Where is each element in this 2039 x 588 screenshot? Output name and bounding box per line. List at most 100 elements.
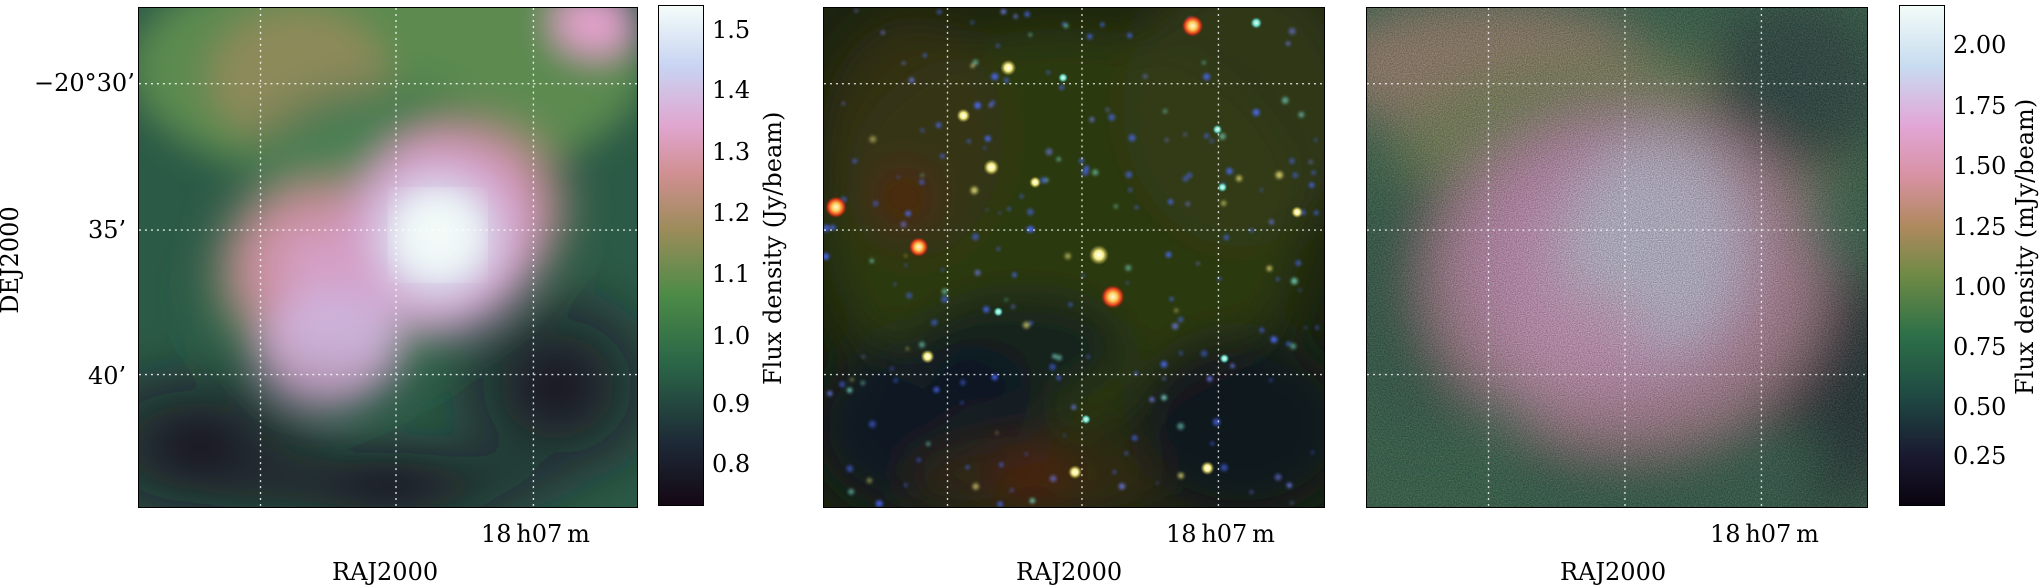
star bbox=[920, 128, 925, 133]
star bbox=[1171, 322, 1179, 330]
star bbox=[1209, 139, 1214, 143]
star bbox=[1108, 113, 1116, 121]
star bbox=[1071, 404, 1077, 410]
star bbox=[1019, 194, 1024, 199]
star bbox=[960, 401, 964, 404]
star bbox=[996, 247, 1001, 251]
star bbox=[847, 387, 853, 393]
star bbox=[1160, 361, 1168, 368]
star bbox=[1291, 277, 1298, 285]
star bbox=[1128, 187, 1133, 193]
star bbox=[1275, 171, 1283, 179]
star bbox=[1086, 355, 1090, 359]
star bbox=[1029, 321, 1033, 325]
bright-star bbox=[920, 349, 935, 364]
star bbox=[923, 53, 927, 58]
star bbox=[933, 386, 940, 393]
star bbox=[1203, 73, 1210, 81]
star bbox=[970, 63, 975, 68]
star bbox=[1179, 351, 1183, 355]
star bbox=[1270, 336, 1278, 343]
star bbox=[1049, 475, 1057, 482]
colorbar-right-tick-label: 1.50 bbox=[1953, 152, 2007, 180]
star bbox=[985, 208, 989, 212]
star bbox=[1174, 308, 1178, 313]
star bbox=[1011, 304, 1016, 309]
ra-axis-label: RAJ2000 bbox=[332, 558, 439, 586]
star bbox=[1314, 210, 1319, 215]
star bbox=[1221, 200, 1227, 206]
star bbox=[1007, 207, 1011, 211]
star bbox=[1252, 108, 1260, 116]
star bbox=[995, 431, 999, 435]
star bbox=[919, 341, 925, 348]
bright-star bbox=[1058, 72, 1069, 83]
colorbar-left-tick-label: 1.2 bbox=[712, 199, 751, 227]
star bbox=[970, 20, 974, 25]
radio-map-panel-right bbox=[1366, 7, 1868, 508]
star bbox=[1125, 281, 1129, 285]
star bbox=[1223, 234, 1229, 241]
star bbox=[860, 380, 866, 386]
star bbox=[970, 186, 978, 194]
star bbox=[1125, 264, 1132, 271]
radio-map-image-high-res bbox=[1367, 8, 1867, 507]
star bbox=[1309, 182, 1315, 188]
bright-star bbox=[1088, 245, 1109, 265]
star bbox=[1012, 272, 1017, 278]
dec-tick-label: 40’ bbox=[88, 362, 127, 390]
star bbox=[904, 263, 908, 267]
star bbox=[919, 179, 925, 185]
star bbox=[1027, 226, 1034, 233]
dec-axis-label: DEJ2000 bbox=[0, 206, 24, 314]
star bbox=[940, 153, 945, 159]
star bbox=[935, 122, 942, 128]
star bbox=[1286, 482, 1292, 488]
star bbox=[901, 61, 906, 65]
star bbox=[1269, 378, 1273, 382]
bright-star bbox=[956, 108, 971, 123]
star bbox=[941, 268, 945, 272]
star bbox=[972, 483, 979, 490]
star bbox=[1276, 277, 1280, 281]
star bbox=[1010, 488, 1014, 493]
star bbox=[1063, 434, 1066, 437]
colorbar-right-tick-label: 1.75 bbox=[1953, 92, 2007, 120]
star bbox=[1092, 169, 1099, 176]
star bbox=[1100, 22, 1105, 27]
star bbox=[999, 462, 1004, 467]
star bbox=[931, 319, 938, 326]
star bbox=[1127, 33, 1133, 38]
star bbox=[846, 465, 854, 472]
star bbox=[1113, 204, 1118, 209]
star bbox=[1295, 260, 1302, 266]
star bbox=[1226, 167, 1233, 175]
star bbox=[1156, 482, 1159, 485]
star bbox=[1052, 354, 1057, 359]
colorbar-left-tick-label: 1.4 bbox=[712, 76, 751, 104]
radio-map-image bbox=[139, 8, 637, 507]
star bbox=[996, 43, 1000, 48]
ra-axis-label: RAJ2000 bbox=[1016, 558, 1123, 586]
star bbox=[830, 224, 836, 231]
bright-star bbox=[1219, 353, 1230, 364]
colorbar-left-tick-label: 0.8 bbox=[712, 450, 751, 478]
star bbox=[852, 158, 858, 164]
star bbox=[868, 420, 876, 428]
star bbox=[1281, 97, 1289, 104]
bright-star bbox=[1217, 182, 1228, 193]
star bbox=[1185, 201, 1190, 207]
star bbox=[1024, 11, 1030, 17]
star bbox=[1311, 170, 1316, 175]
star bbox=[1249, 490, 1254, 494]
star bbox=[842, 102, 845, 105]
colorbar-right-tick-label: 1.00 bbox=[1953, 273, 2007, 301]
star bbox=[824, 253, 830, 260]
star bbox=[1163, 109, 1168, 114]
star bbox=[1024, 452, 1028, 456]
star bbox=[905, 210, 911, 217]
star bbox=[1290, 343, 1297, 350]
star bbox=[983, 306, 990, 313]
bright-star bbox=[1068, 465, 1082, 480]
star bbox=[965, 465, 970, 469]
